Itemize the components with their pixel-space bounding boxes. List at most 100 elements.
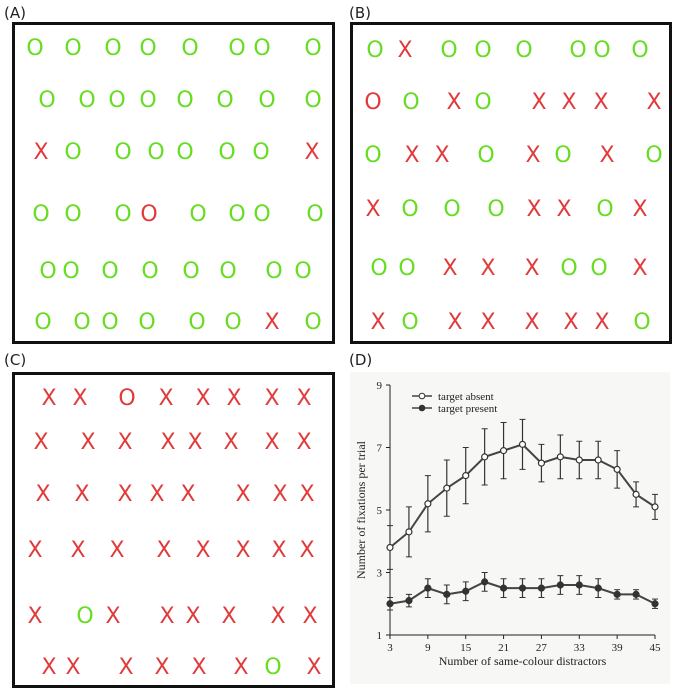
red-o-stimulus: O bbox=[364, 90, 382, 115]
x-tick-label: 45 bbox=[650, 642, 662, 654]
present-point bbox=[594, 584, 602, 592]
red-x-stimulus: X bbox=[365, 197, 381, 222]
red-x-stimulus: X bbox=[594, 310, 610, 335]
red-x-stimulus: X bbox=[109, 538, 125, 563]
red-x-stimulus: X bbox=[304, 140, 320, 165]
red-x-stimulus: X bbox=[526, 197, 542, 222]
green-o-stimulus: O bbox=[73, 310, 91, 335]
green-o-stimulus: O bbox=[78, 88, 96, 113]
red-x-stimulus: X bbox=[302, 604, 318, 629]
red-x-stimulus: X bbox=[195, 386, 211, 411]
red-x-stimulus: X bbox=[117, 482, 133, 507]
red-x-stimulus: X bbox=[187, 430, 203, 455]
green-o-stimulus: O bbox=[147, 140, 165, 165]
green-o-stimulus: O bbox=[181, 36, 199, 61]
red-x-stimulus: X bbox=[80, 430, 96, 455]
green-o-stimulus: O bbox=[253, 202, 271, 227]
panel-label-c: (C) bbox=[4, 351, 27, 369]
legend-marker bbox=[418, 392, 426, 400]
green-o-stimulus: O bbox=[139, 88, 157, 113]
green-o-stimulus: O bbox=[477, 143, 495, 168]
green-o-stimulus: O bbox=[443, 197, 461, 222]
absent-point bbox=[613, 465, 621, 473]
red-x-stimulus: X bbox=[480, 256, 496, 281]
absent-point bbox=[594, 456, 602, 464]
green-o-stimulus: O bbox=[402, 90, 420, 115]
absent-point bbox=[499, 447, 508, 455]
red-x-stimulus: X bbox=[480, 310, 496, 335]
legend-marker bbox=[418, 404, 426, 412]
green-o-stimulus: O bbox=[401, 197, 419, 222]
green-o-stimulus: O bbox=[26, 36, 44, 61]
present-point bbox=[499, 584, 508, 592]
red-x-stimulus: X bbox=[158, 386, 174, 411]
y-tick-label: 7 bbox=[377, 443, 383, 455]
green-o-stimulus: O bbox=[182, 259, 200, 284]
present-point bbox=[462, 587, 470, 595]
green-o-stimulus: O bbox=[189, 202, 207, 227]
x-tick-label: 9 bbox=[425, 642, 431, 654]
absent-point bbox=[462, 472, 470, 480]
red-x-stimulus: X bbox=[154, 655, 170, 680]
present-point bbox=[575, 581, 583, 589]
present-point bbox=[481, 578, 489, 586]
green-o-stimulus: O bbox=[304, 88, 322, 113]
green-o-stimulus: O bbox=[590, 256, 608, 281]
absent-point bbox=[575, 456, 583, 464]
red-x-stimulus: X bbox=[599, 143, 615, 168]
y-axis-title: Number of fixations per trial bbox=[354, 440, 368, 579]
red-x-stimulus: X bbox=[446, 90, 462, 115]
green-o-stimulus: O bbox=[101, 259, 119, 284]
red-x-stimulus: X bbox=[524, 256, 540, 281]
red-x-stimulus: X bbox=[41, 386, 57, 411]
legend-label: target absent bbox=[438, 391, 494, 403]
absent-point bbox=[537, 459, 546, 467]
green-o-stimulus: O bbox=[265, 259, 283, 284]
panel-label-b: (B) bbox=[349, 4, 371, 22]
green-o-stimulus: O bbox=[306, 202, 324, 227]
green-o-stimulus: O bbox=[219, 259, 237, 284]
red-x-stimulus: X bbox=[41, 655, 57, 680]
green-o-stimulus: O bbox=[401, 310, 419, 335]
green-o-stimulus: O bbox=[114, 202, 132, 227]
present-point bbox=[651, 600, 659, 608]
red-x-stimulus: X bbox=[118, 655, 134, 680]
green-o-stimulus: O bbox=[474, 38, 492, 63]
red-x-stimulus: X bbox=[270, 604, 286, 629]
red-x-stimulus: X bbox=[159, 604, 175, 629]
green-o-stimulus: O bbox=[304, 310, 322, 335]
red-x-stimulus: X bbox=[226, 386, 242, 411]
red-x-stimulus: X bbox=[646, 90, 662, 115]
absent-point bbox=[632, 490, 640, 498]
green-o-stimulus: O bbox=[224, 310, 242, 335]
red-x-stimulus: X bbox=[264, 310, 280, 335]
green-o-stimulus: O bbox=[366, 38, 384, 63]
y-tick-label: 9 bbox=[377, 380, 383, 392]
green-o-stimulus: O bbox=[252, 140, 270, 165]
x-tick-label: 15 bbox=[460, 642, 472, 654]
red-x-stimulus: X bbox=[397, 38, 413, 63]
red-x-stimulus: X bbox=[235, 482, 251, 507]
x-tick-label: 21 bbox=[498, 642, 509, 654]
green-o-stimulus: O bbox=[645, 143, 663, 168]
red-x-stimulus: X bbox=[191, 655, 207, 680]
green-o-stimulus: O bbox=[294, 259, 312, 284]
present-point bbox=[613, 590, 621, 598]
red-x-stimulus: X bbox=[180, 482, 196, 507]
red-x-stimulus: X bbox=[442, 256, 458, 281]
green-o-stimulus: O bbox=[139, 36, 157, 61]
green-o-stimulus: O bbox=[32, 202, 50, 227]
green-o-stimulus: O bbox=[141, 259, 159, 284]
x-tick-label: 39 bbox=[612, 642, 624, 654]
red-x-stimulus: X bbox=[149, 482, 165, 507]
green-o-stimulus: O bbox=[39, 259, 57, 284]
red-x-stimulus: X bbox=[70, 538, 86, 563]
green-o-stimulus: O bbox=[34, 310, 52, 335]
red-x-stimulus: X bbox=[524, 310, 540, 335]
present-point bbox=[443, 590, 451, 598]
green-o-stimulus: O bbox=[64, 36, 82, 61]
green-o-stimulus: O bbox=[64, 202, 82, 227]
red-x-stimulus: X bbox=[299, 538, 315, 563]
green-o-stimulus: O bbox=[631, 38, 649, 63]
